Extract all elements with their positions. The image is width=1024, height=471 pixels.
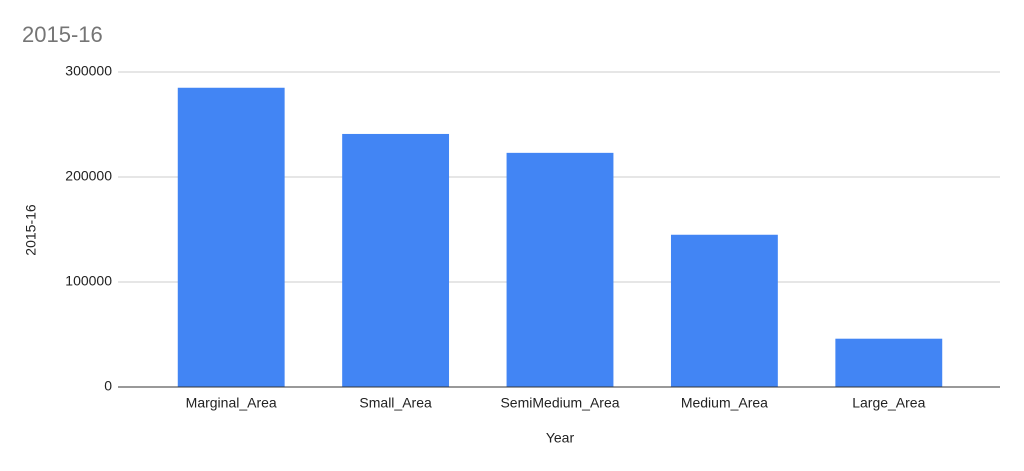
bar (177, 87, 285, 387)
y-tick-label: 200000 (65, 168, 112, 184)
y-tick-label: 100000 (65, 273, 112, 289)
bar (506, 152, 614, 387)
x-tick-label: Medium_Area (681, 395, 768, 411)
bar (342, 133, 450, 387)
y-axis-label: 2015-16 (23, 204, 39, 256)
x-axis-label: Year (546, 430, 575, 446)
y-tick-label: 0 (104, 378, 112, 394)
x-tick-label: Large_Area (852, 395, 925, 411)
x-tick-label: SemiMedium_Area (500, 395, 619, 411)
chart-title: 2015-16 (22, 22, 103, 47)
y-tick-label: 300000 (65, 63, 112, 79)
bar (835, 338, 943, 387)
x-tick-label: Marginal_Area (186, 395, 277, 411)
x-tick-label: Small_Area (359, 395, 432, 411)
bar (670, 234, 778, 387)
